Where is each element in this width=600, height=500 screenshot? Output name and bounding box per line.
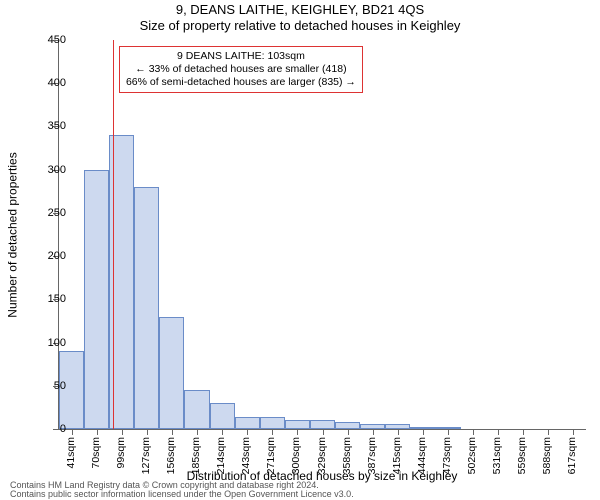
annotation-box: 9 DEANS LAITHE: 103sqm← 33% of detached … [119, 46, 363, 93]
annotation-line1: 9 DEANS LAITHE: 103sqm [126, 50, 356, 63]
x-tick [448, 429, 449, 435]
histogram-bar [84, 170, 109, 429]
x-tick [473, 429, 474, 435]
x-tick-label: 531sqm [491, 437, 503, 474]
histogram-bar [285, 420, 310, 429]
x-tick-label: 387sqm [366, 437, 378, 474]
x-tick-label: 415sqm [391, 437, 403, 474]
x-tick [573, 429, 574, 435]
x-tick [172, 429, 173, 435]
x-tick-label: 444sqm [416, 437, 428, 474]
x-tick [323, 429, 324, 435]
x-tick [297, 429, 298, 435]
y-tick-label: 400 [30, 77, 66, 89]
x-tick-label: 300sqm [290, 437, 302, 474]
histogram-bar [159, 317, 184, 429]
y-tick-label: 50 [30, 380, 66, 392]
x-tick [97, 429, 98, 435]
chart-root: 9, DEANS LAITHE, KEIGHLEY, BD21 4QS Size… [0, 0, 600, 500]
y-tick-label: 200 [30, 250, 66, 262]
histogram-bar [134, 187, 159, 429]
x-tick [147, 429, 148, 435]
footer-attribution: Contains HM Land Registry data © Crown c… [10, 481, 354, 499]
y-tick-label: 150 [30, 293, 66, 305]
x-tick-label: 358sqm [341, 437, 353, 474]
x-tick-label: 127sqm [140, 437, 152, 474]
x-tick-label: 473sqm [441, 437, 453, 474]
histogram-bar [260, 417, 285, 429]
x-tick-label: 41sqm [65, 437, 77, 469]
x-tick-label: 185sqm [190, 437, 202, 474]
annotation-line3: 66% of semi-detached houses are larger (… [126, 76, 356, 89]
x-tick [423, 429, 424, 435]
histogram-bar [310, 420, 335, 429]
x-tick [498, 429, 499, 435]
x-tick-label: 329sqm [316, 437, 328, 474]
x-tick [197, 429, 198, 435]
y-tick-label: 0 [30, 423, 66, 435]
histogram-bar [235, 417, 260, 429]
x-tick-label: 156sqm [165, 437, 177, 474]
x-tick-label: 214sqm [215, 437, 227, 474]
x-tick [247, 429, 248, 435]
x-tick [348, 429, 349, 435]
x-tick-label: 70sqm [90, 437, 102, 469]
x-tick [398, 429, 399, 435]
x-tick [122, 429, 123, 435]
y-axis-label: Number of detached properties [6, 40, 20, 430]
footer-line2: Contains public sector information licen… [10, 490, 354, 499]
y-tick-label: 450 [30, 34, 66, 46]
chart-title-line1: 9, DEANS LAITHE, KEIGHLEY, BD21 4QS [0, 2, 600, 17]
histogram-bar [184, 390, 209, 429]
histogram-bar [335, 422, 360, 429]
x-tick-label: 559sqm [516, 437, 528, 474]
x-tick [72, 429, 73, 435]
marker-line [113, 40, 114, 429]
x-tick-label: 99sqm [115, 437, 127, 469]
annotation-line2: ← 33% of detached houses are smaller (41… [126, 63, 356, 76]
y-tick-label: 100 [30, 337, 66, 349]
y-tick-label: 350 [30, 120, 66, 132]
chart-title-line2: Size of property relative to detached ho… [0, 18, 600, 33]
x-tick [548, 429, 549, 435]
x-tick [373, 429, 374, 435]
x-tick-label: 502sqm [466, 437, 478, 474]
x-tick-label: 617sqm [566, 437, 578, 474]
x-tick [523, 429, 524, 435]
x-tick-label: 271sqm [265, 437, 277, 474]
plot-area: 9 DEANS LAITHE: 103sqm← 33% of detached … [58, 40, 586, 430]
x-tick-label: 243sqm [240, 437, 252, 474]
x-tick [222, 429, 223, 435]
x-tick [272, 429, 273, 435]
histogram-bar [210, 403, 235, 429]
x-tick-label: 588sqm [541, 437, 553, 474]
y-tick-label: 250 [30, 207, 66, 219]
y-tick-label: 300 [30, 164, 66, 176]
